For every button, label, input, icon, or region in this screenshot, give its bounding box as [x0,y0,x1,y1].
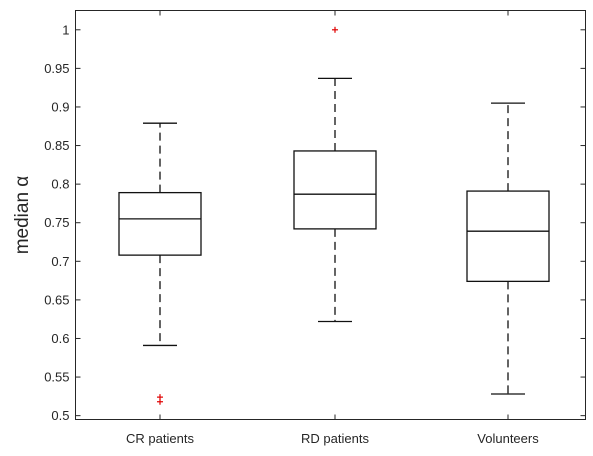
outlier-marker [332,26,338,33]
y-axis-ticks: 0.5 0.55 0.6 0.65 0.7 0.75 0.8 0.85 0.9 0.95 1 [44,22,586,423]
iqr-box [466,190,550,283]
y-tick-label: 0.9 [51,99,69,114]
y-tick-label: 0.65 [44,292,69,307]
y-tick-label: 0.7 [51,254,69,269]
y-axis-label: median α [12,176,33,255]
box-group [293,26,377,323]
y-tick-label: 0.8 [51,177,69,192]
plot-frame [75,10,586,420]
y-tick-label: 0.75 [44,215,69,230]
x-axis-tick-labels: CR patients RD patients Volunteers [126,10,539,446]
x-tick-label: Volunteers [477,431,539,446]
iqr-box [118,191,202,256]
y-tick-label: 0.5 [51,408,69,423]
y-tick-label: 0.55 [44,370,69,385]
y-tick-label: 1 [62,22,69,37]
y-tick-label: 0.85 [44,138,69,153]
outlier-marker [157,394,163,401]
box-group [118,122,202,405]
y-tick-label: 0.6 [51,331,69,346]
iqr-box [293,150,377,230]
x-tick-label: RD patients [301,431,369,446]
box-group [466,102,550,395]
x-tick-label: CR patients [126,431,194,446]
y-tick-label: 0.95 [44,61,69,76]
boxes [118,26,550,405]
